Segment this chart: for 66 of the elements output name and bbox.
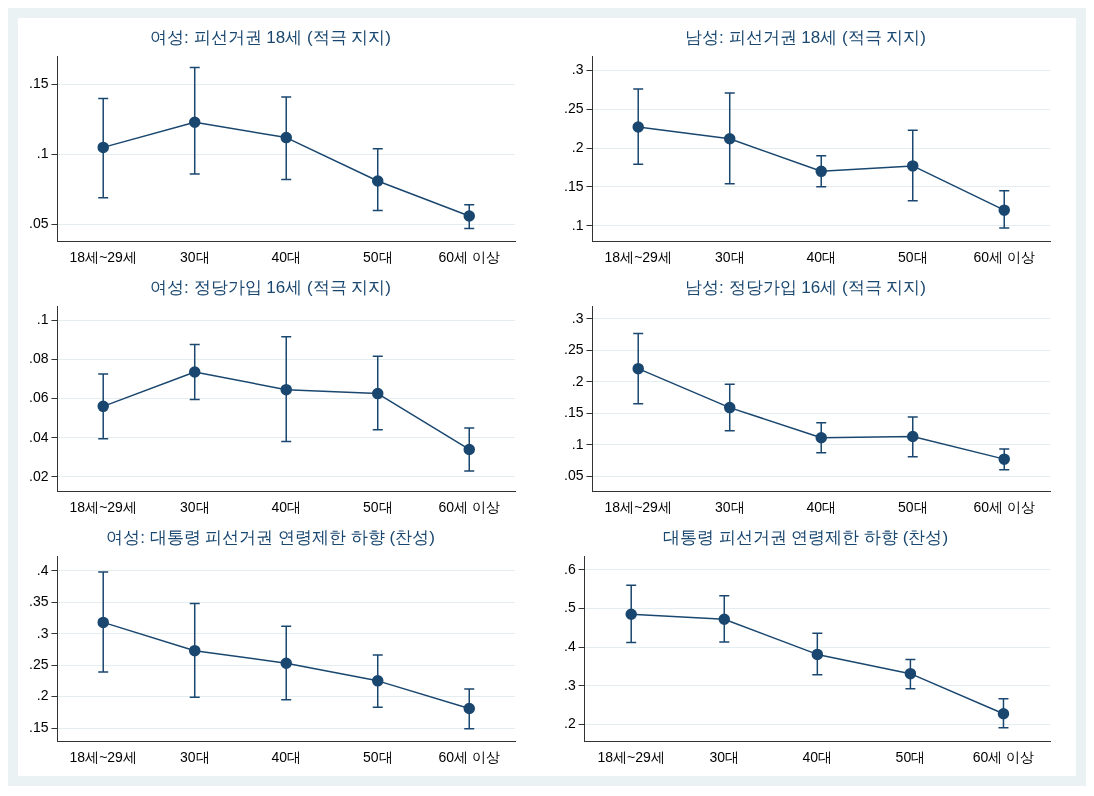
y-tick-label: .2 <box>36 687 49 704</box>
x-tick-label: 18세~29세 <box>604 499 672 516</box>
x-tick-label: 40대 <box>271 749 302 766</box>
y-tick-label: .06 <box>28 389 49 406</box>
y-tick-label: .15 <box>28 75 49 92</box>
x-tick-label: 60세 이상 <box>973 499 1035 516</box>
y-tick-label: .15 <box>563 404 584 421</box>
chart-title: 남성: 정당가입 16세 (적극 지지) <box>685 277 926 297</box>
y-tick-label: .04 <box>28 428 49 445</box>
x-tick-label: 18세~29세 <box>597 749 665 766</box>
x-tick-label: 40대 <box>802 749 833 766</box>
x-tick-label: 40대 <box>271 499 302 516</box>
y-tick-label: .4 <box>36 561 49 578</box>
x-tick-label: 50대 <box>362 749 393 766</box>
chart-title: 여성: 피선거권 18세 (적극 지지) <box>150 27 391 47</box>
chart-title: 남성: 피선거권 18세 (적극 지지) <box>685 27 926 47</box>
x-tick-label: 18세~29세 <box>69 249 137 266</box>
y-tick-label: .4 <box>563 637 576 654</box>
x-tick-label: 30대 <box>714 499 745 516</box>
x-tick-label: 40대 <box>271 249 302 266</box>
x-tick-label: 40대 <box>806 249 837 266</box>
x-tick-label: 60세 이상 <box>972 749 1035 766</box>
x-tick-label: 18세~29세 <box>69 499 137 516</box>
x-tick-label: 60세 이상 <box>973 249 1035 266</box>
y-tick-label: .15 <box>563 177 584 194</box>
y-tick-label: .1 <box>571 216 584 233</box>
x-tick-label: 50대 <box>362 249 393 266</box>
x-tick-label: 60세 이상 <box>438 749 500 766</box>
y-tick-label: .3 <box>563 676 576 693</box>
y-tick-label: .05 <box>28 215 49 232</box>
chart-title: 대통령 피선거권 연령제한 하향 (찬성) <box>662 527 949 547</box>
x-tick-label: 30대 <box>179 249 210 266</box>
y-tick-label: .6 <box>563 560 576 577</box>
y-tick-label: .2 <box>563 715 576 732</box>
y-tick-label: .35 <box>28 593 49 610</box>
chart-title: 여성: 대통령 피선거권 연령제한 하향 (찬성) <box>106 527 435 547</box>
y-tick-label: .3 <box>571 309 584 326</box>
y-tick-label: .2 <box>571 138 584 155</box>
chart-title: 여성: 정당가입 16세 (적극 지지) <box>150 277 391 297</box>
x-tick-label: 18세~29세 <box>69 749 137 766</box>
y-tick-label: .02 <box>28 467 49 484</box>
x-tick-label: 30대 <box>179 499 210 516</box>
y-tick-label: .3 <box>36 624 49 641</box>
x-tick-label: 50대 <box>897 249 928 266</box>
y-tick-label: .15 <box>28 718 49 735</box>
y-tick-label: .1 <box>571 435 584 452</box>
x-tick-label: 40대 <box>806 499 837 516</box>
y-tick-label: .5 <box>563 599 576 616</box>
x-tick-label: 30대 <box>179 749 210 766</box>
x-tick-label: 50대 <box>897 499 928 516</box>
y-tick-label: .25 <box>28 656 49 672</box>
x-tick-label: 60세 이상 <box>438 499 500 516</box>
y-tick-label: .1 <box>36 145 49 162</box>
y-tick-label: .05 <box>563 466 584 483</box>
x-tick-label: 18세~29세 <box>604 249 672 266</box>
y-tick-label: .2 <box>571 372 584 389</box>
y-tick-label: .3 <box>571 61 584 78</box>
y-tick-label: .1 <box>36 310 49 327</box>
x-tick-label: 30대 <box>714 249 745 266</box>
y-tick-label: .25 <box>563 341 584 358</box>
x-tick-label: 60세 이상 <box>438 249 500 266</box>
x-tick-label: 50대 <box>362 499 393 516</box>
y-tick-label: .08 <box>28 350 49 367</box>
x-tick-label: 30대 <box>709 749 740 766</box>
x-tick-label: 50대 <box>895 749 926 766</box>
y-tick-label: .25 <box>563 100 584 117</box>
